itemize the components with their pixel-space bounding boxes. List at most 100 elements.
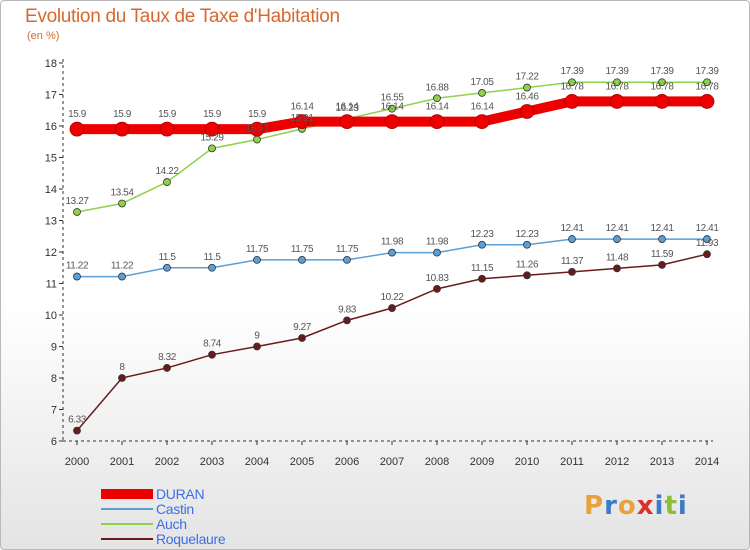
- legend-swatch-duran: [101, 489, 153, 499]
- data-label-auch: 16.55: [380, 93, 404, 104]
- data-label-auch: 15.91: [290, 113, 314, 124]
- data-point-castin: [343, 255, 351, 264]
- data-point-castin: [658, 235, 666, 243]
- data-point-roquelaure: [73, 426, 81, 435]
- y-tick-label: 18: [45, 58, 57, 70]
- data-label-roquelaure: 8: [119, 362, 125, 373]
- data-point-roquelaure: [208, 350, 216, 359]
- data-label-castin: 12.41: [650, 223, 674, 234]
- data-point-roquelaure: [478, 274, 486, 283]
- data-point-roquelaure: [568, 267, 576, 276]
- data-point-castin: [568, 235, 576, 243]
- data-label-roquelaure: 9.83: [338, 304, 357, 315]
- legend-swatch-castin: [101, 508, 153, 510]
- x-tick-label: 2004: [245, 456, 269, 468]
- data-label-castin: 11.98: [426, 237, 449, 248]
- data-point-auch: [253, 135, 261, 144]
- logo-letter: o: [617, 491, 637, 521]
- y-tick-label: 16: [45, 121, 57, 133]
- data-label-auch: 17.39: [695, 66, 719, 77]
- x-tick-label: 2003: [200, 456, 224, 468]
- data-point-roquelaure: [118, 374, 126, 382]
- legend-swatch-roquelaure: [101, 538, 153, 540]
- data-label-duran: 16.14: [380, 102, 404, 113]
- data-point-duran: [159, 121, 175, 137]
- logo-letter: t: [664, 491, 678, 521]
- chart-title: Evolution du Taux de Taxe d'Habitation: [25, 6, 340, 27]
- data-label-auch: 16.88: [425, 82, 449, 93]
- y-tick-label: 13: [45, 216, 57, 228]
- data-label-castin: 12.41: [695, 223, 719, 234]
- data-point-castin: [163, 263, 171, 272]
- data-label-roquelaure: 9: [254, 331, 260, 342]
- y-tick-label: 6: [51, 436, 57, 448]
- data-label-auch: 17.05: [470, 77, 494, 88]
- data-point-duran: [654, 94, 670, 109]
- data-label-castin: 11.5: [203, 252, 221, 263]
- data-point-duran: [384, 114, 400, 129]
- legend-label-duran: DURAN: [156, 486, 205, 502]
- data-label-duran: 16.14: [470, 102, 494, 113]
- data-point-auch: [208, 144, 216, 153]
- data-point-duran: [429, 114, 445, 129]
- data-point-auch: [568, 78, 576, 87]
- data-label-roquelaure: 8.32: [158, 352, 177, 363]
- data-point-castin: [253, 255, 261, 264]
- data-point-auch: [433, 94, 441, 103]
- chart-unit-label: (en %): [27, 30, 60, 42]
- data-label-duran: 16.46: [515, 92, 539, 103]
- data-label-duran: 16.78: [605, 81, 629, 92]
- data-label-castin: 12.23: [470, 229, 494, 240]
- data-label-duran: 15.9: [68, 109, 87, 120]
- data-point-duran: [69, 121, 85, 137]
- data-label-auch: 16.23: [335, 103, 359, 114]
- data-point-roquelaure: [388, 304, 396, 312]
- data-label-castin: 11.22: [66, 261, 89, 272]
- data-point-auch: [523, 83, 531, 92]
- y-tick-label: 11: [46, 279, 57, 291]
- x-tick-label: 2007: [380, 456, 404, 468]
- data-point-castin: [208, 263, 216, 272]
- data-point-auch: [73, 208, 81, 216]
- data-label-duran: 16.78: [650, 81, 674, 92]
- data-label-roquelaure: 11.59: [651, 249, 674, 260]
- data-point-castin: [73, 272, 81, 281]
- series-line-roquelaure: [76, 253, 708, 432]
- y-tick-label: 7: [51, 405, 57, 417]
- data-point-roquelaure: [523, 271, 531, 280]
- x-tick-label: 2014: [695, 456, 719, 468]
- data-label-auch: 14.22: [155, 166, 179, 177]
- data-point-castin: [523, 240, 531, 249]
- legend-label-castin: Castin: [156, 501, 194, 517]
- data-label-roquelaure: 10.83: [425, 273, 449, 284]
- x-tick-label: 2010: [515, 456, 539, 468]
- data-label-roquelaure: 11.15: [471, 263, 494, 274]
- data-label-roquelaure: 10.22: [380, 292, 404, 303]
- data-point-roquelaure: [613, 264, 621, 273]
- data-label-duran: 16.14: [335, 102, 359, 113]
- data-point-castin: [298, 255, 306, 264]
- data-label-castin: 11.98: [381, 237, 404, 248]
- legend-swatch-auch: [101, 523, 153, 525]
- data-point-duran: [114, 121, 130, 137]
- y-tick-label: 15: [45, 153, 57, 165]
- data-point-castin: [433, 248, 441, 257]
- data-label-castin: 11.75: [246, 244, 269, 255]
- x-tick-label: 2009: [470, 456, 494, 468]
- y-tick-label: 14: [45, 184, 57, 196]
- data-label-duran: 15.9: [158, 109, 177, 120]
- data-label-auch: 15.57: [245, 124, 269, 135]
- data-label-auch: 13.54: [110, 187, 134, 198]
- data-label-roquelaure: 9.27: [293, 322, 312, 333]
- data-label-roquelaure: 11.93: [696, 238, 719, 249]
- data-label-castin: 11.75: [336, 244, 359, 255]
- x-tick-label: 2008: [425, 456, 449, 468]
- logo-letter: i: [677, 491, 688, 521]
- y-tick-label: 12: [45, 247, 57, 259]
- data-point-auch: [478, 89, 486, 97]
- data-point-castin: [118, 272, 126, 281]
- x-tick-label: 2000: [65, 456, 89, 468]
- data-point-duran: [339, 114, 355, 129]
- data-point-roquelaure: [658, 261, 666, 269]
